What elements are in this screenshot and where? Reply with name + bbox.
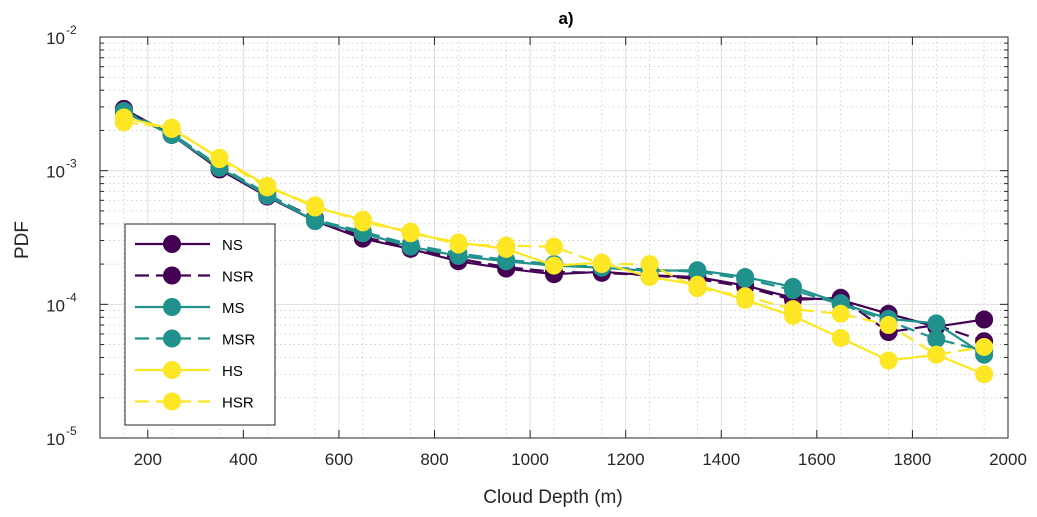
data-point [640,255,659,274]
data-point [114,113,133,132]
data-point [353,213,372,232]
data-point [831,304,850,323]
legend-item: HS [135,361,243,380]
data-point [879,316,898,335]
legend-marker [163,361,181,379]
data-point [688,262,707,281]
x-tick-label: 800 [420,450,448,469]
legend-item: HSR [135,392,254,412]
ticks [100,36,1009,439]
data-point [258,178,277,197]
data-point [975,310,994,329]
y-tick-base: 10 [46,430,65,449]
legend-item: MSR [135,329,256,349]
y-tick-label: 10 -5 [46,424,77,449]
data-point [449,235,468,254]
data-point [783,281,802,300]
data-point [736,287,755,306]
y-tick-labels: 10-510-410-310-2 [46,23,77,449]
x-tick-label: 1400 [702,450,740,469]
data-point [162,118,181,137]
x-tick-label: 2000 [989,450,1027,469]
legend-label: MSR [222,332,256,349]
legend-marker [163,235,181,253]
data-point [545,237,563,256]
legend-label: HS [222,363,243,380]
x-tick-labels: 200 400 600 800 1000 1200 1400 1600 1800 2000 [134,450,1027,469]
legend: NS NSR MS MSR HS HSR [124,223,276,426]
data-point [975,337,994,356]
legend-item: MS [135,298,245,317]
data-point [783,300,802,319]
y-tick-base: 10 [46,29,65,48]
legend-label: NS [222,237,243,254]
data-point [545,256,563,275]
legend-label: MS [222,300,245,317]
data-point [592,255,611,274]
y-tick-label: 10 -4 [46,290,77,315]
y-tick-base: 10 [46,163,65,182]
data-point [879,351,898,370]
legend-item: NS [135,235,243,254]
chart-title: a) [558,9,573,28]
data-point [640,268,659,287]
y-tick-label: 10 -2 [46,23,77,48]
data-point [831,328,850,347]
y-tick-exponent: -5 [66,424,77,438]
x-axis-label: Cloud Depth (m) [483,487,622,508]
data-point [306,196,325,215]
data-point [497,236,516,255]
x-tick-label: 600 [325,450,353,469]
data-point [210,150,229,169]
legend-marker [163,298,181,316]
x-tick-label: 400 [229,450,257,469]
legend-label: HSR [222,395,254,412]
y-axis-label: PDF [12,221,33,259]
data-point [401,222,420,241]
y-tick-label: 10 -3 [46,157,77,182]
data-point [736,269,755,288]
legend-item: NSR [135,266,254,286]
legend-marker [163,329,181,348]
data-point [688,279,707,298]
x-tick-label: 200 [134,450,162,469]
y-tick-exponent: -2 [66,23,77,37]
y-tick-exponent: -3 [66,157,77,171]
legend-box [124,223,276,426]
series-hsr [114,113,994,364]
y-tick-exponent: -4 [66,290,77,304]
x-tick-label: 1800 [894,450,932,469]
x-tick-label: 1600 [798,450,836,469]
legend-label: NSR [222,269,254,286]
series-layer [114,99,994,384]
data-point [927,314,946,333]
data-point [927,345,946,364]
data-point [975,365,994,384]
x-tick-label: 1200 [607,450,645,469]
legend-marker [163,266,181,285]
plot-frame [99,36,1009,439]
y-tick-base: 10 [46,296,65,315]
data-point [927,330,946,349]
x-tick-label: 1000 [511,450,549,469]
legend-marker [163,392,181,411]
